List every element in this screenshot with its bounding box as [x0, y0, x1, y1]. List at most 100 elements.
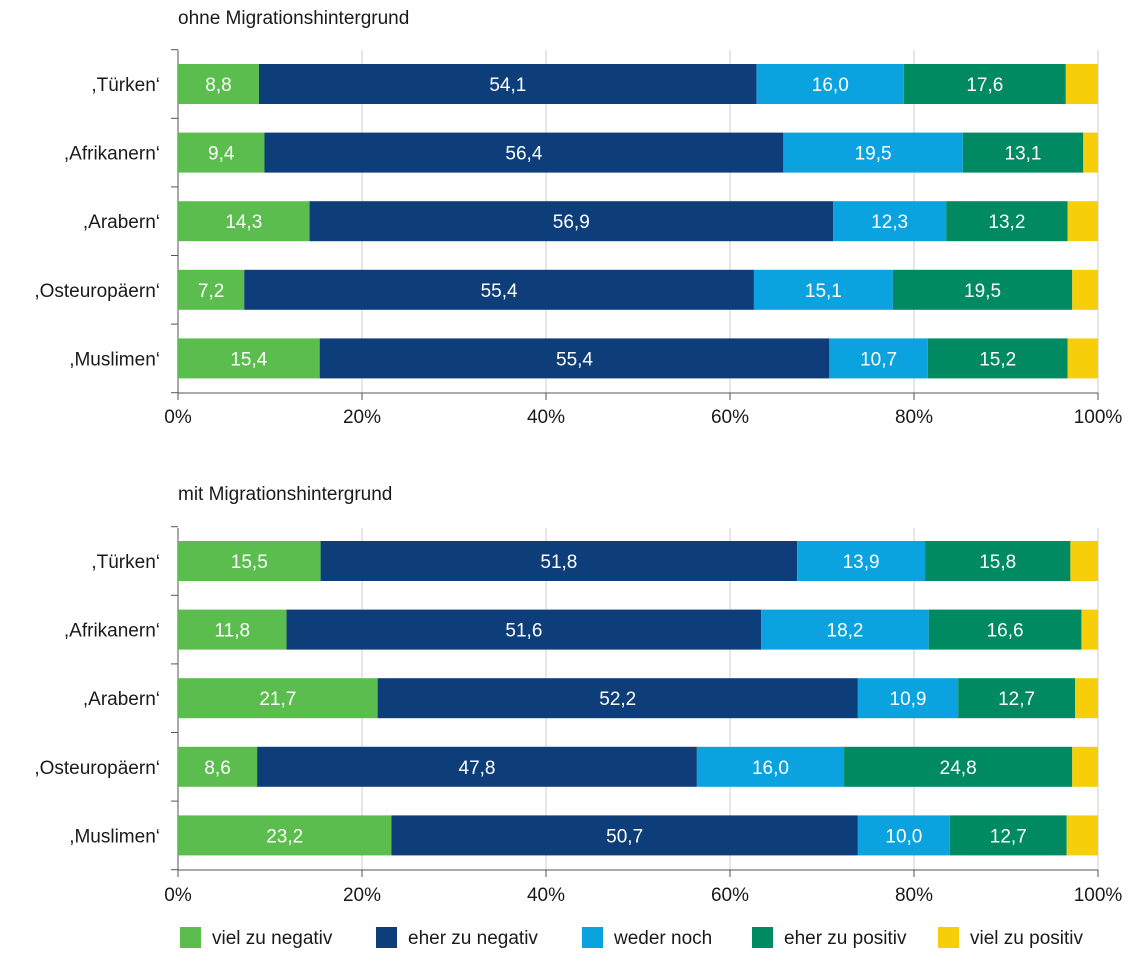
data-label: 47,8	[459, 758, 496, 779]
legend-swatch-eher-zu-positiv	[752, 927, 773, 948]
bar-segment-eher-zu-positiv	[927, 338, 1068, 379]
bar-segment-eher-zu-positiv	[892, 269, 1073, 310]
bar-segment-viel-zu-negativ	[178, 609, 287, 650]
bar-segment-eher-zu-positiv	[928, 609, 1082, 650]
bar-segment-viel-zu-negativ	[178, 269, 245, 310]
bar-segment-weder-noch	[761, 609, 929, 650]
bar-segment-eher-zu-positiv	[925, 541, 1071, 581]
bar-segment-weder-noch	[756, 64, 904, 104]
data-label: 12,7	[990, 826, 1027, 847]
data-label: 56,4	[505, 144, 542, 165]
data-label: 12,3	[871, 212, 908, 233]
legend-swatch-viel-zu-positiv	[938, 927, 959, 948]
data-label: 21,7	[259, 689, 296, 710]
legend-label: viel zu negativ	[212, 928, 333, 949]
bar-segment-eher-zu-negativ	[244, 269, 754, 310]
bar-segment-viel-zu-positiv	[1072, 746, 1098, 787]
bar-segment-eher-zu-negativ	[286, 609, 762, 650]
bar-segment-viel-zu-positiv	[1067, 201, 1098, 242]
data-label: 15,5	[231, 552, 268, 573]
bar-segment-viel-zu-negativ	[178, 132, 265, 173]
category-label: ,Arabern‘	[83, 212, 160, 233]
x-tick-label: 80%	[895, 885, 933, 906]
data-label: 16,0	[812, 75, 849, 96]
data-label: 10,7	[860, 349, 897, 370]
bar-segment-weder-noch	[857, 815, 950, 856]
bar-segment-viel-zu-positiv	[1067, 338, 1098, 379]
category-label: ,Afrikanern‘	[64, 144, 160, 165]
data-label: 10,9	[890, 689, 927, 710]
bar-segment-weder-noch	[696, 746, 845, 787]
bar-segment-viel-zu-positiv	[1065, 64, 1098, 104]
bar-segment-eher-zu-negativ	[264, 132, 784, 173]
bar-segment-eher-zu-positiv	[844, 746, 1073, 787]
bar-segment-eher-zu-negativ	[377, 678, 858, 719]
data-label: 13,1	[1005, 144, 1042, 165]
bar-segment-viel-zu-negativ	[178, 541, 321, 581]
data-label: 56,9	[553, 212, 590, 233]
data-label: 50,7	[606, 826, 643, 847]
data-label: 12,7	[998, 689, 1035, 710]
data-label: 13,2	[988, 212, 1025, 233]
data-label: 15,4	[230, 349, 267, 370]
bar-segment-viel-zu-positiv	[1066, 815, 1098, 856]
bar-segment-viel-zu-positiv	[1075, 678, 1098, 719]
data-label: 51,8	[540, 552, 577, 573]
legend-label: viel zu positiv	[970, 928, 1083, 949]
bar-segment-weder-noch	[797, 541, 926, 581]
data-label: 13,9	[843, 552, 880, 573]
data-label: 15,1	[805, 281, 842, 302]
x-tick-label: 0%	[164, 885, 192, 906]
legend-label: eher zu negativ	[408, 928, 538, 949]
category-label: ,Afrikanern‘	[64, 621, 160, 642]
x-tick-label: 60%	[711, 407, 749, 428]
category-label: ,Osteuropäern‘	[34, 758, 160, 779]
bar-segment-eher-zu-negativ	[391, 815, 858, 856]
data-label: 11,8	[214, 621, 250, 642]
data-label: 51,6	[505, 621, 542, 642]
data-label: 8,8	[205, 75, 231, 96]
bar-segment-eher-zu-positiv	[946, 201, 1068, 242]
bar-segment-weder-noch	[833, 201, 947, 242]
legend-label: weder noch	[613, 928, 712, 949]
bar-segment-viel-zu-negativ	[178, 64, 259, 104]
data-label: 19,5	[855, 144, 892, 165]
category-label: ,Muslimen‘	[69, 826, 160, 847]
bar-segment-viel-zu-positiv	[1070, 541, 1098, 581]
category-label: ,Osteuropäern‘	[34, 281, 160, 302]
data-label: 9,4	[208, 144, 235, 165]
data-label: 55,4	[481, 281, 518, 302]
data-label: 16,0	[752, 758, 789, 779]
x-tick-label: 80%	[895, 407, 933, 428]
bar-segment-viel-zu-positiv	[1072, 269, 1098, 310]
legend-label: eher zu positiv	[784, 928, 907, 949]
bar-segment-viel-zu-negativ	[178, 746, 258, 787]
x-tick-label: 100%	[1074, 407, 1123, 428]
legend-swatch-weder-noch	[582, 927, 603, 948]
x-tick-label: 20%	[343, 407, 381, 428]
data-label: 18,2	[827, 621, 864, 642]
data-label: 19,5	[964, 281, 1001, 302]
data-label: 7,2	[198, 281, 224, 302]
bar-segment-weder-noch	[753, 269, 893, 310]
data-label: 10,0	[885, 826, 922, 847]
category-label: ,Muslimen‘	[69, 349, 160, 370]
bar-segment-weder-noch	[783, 132, 963, 173]
bar-segment-viel-zu-negativ	[178, 815, 392, 856]
bar-segment-eher-zu-positiv	[949, 815, 1067, 856]
bar-segment-eher-zu-negativ	[320, 541, 798, 581]
bar-segment-eher-zu-negativ	[309, 201, 834, 242]
data-label: 14,3	[225, 212, 262, 233]
bar-segment-eher-zu-negativ	[257, 746, 697, 787]
category-label: ,Türken‘	[91, 75, 160, 96]
legend-swatch-viel-zu-negativ	[180, 927, 201, 948]
data-label: 23,2	[266, 826, 303, 847]
panel-title: ohne Migrationshintergrund	[178, 8, 409, 29]
data-label: 55,4	[556, 349, 593, 370]
bar-segment-eher-zu-negativ	[258, 64, 757, 104]
bar-segment-viel-zu-positiv	[1081, 609, 1098, 650]
bar-segment-viel-zu-negativ	[178, 338, 320, 379]
bar-segment-weder-noch	[829, 338, 928, 379]
x-tick-label: 0%	[164, 407, 192, 428]
